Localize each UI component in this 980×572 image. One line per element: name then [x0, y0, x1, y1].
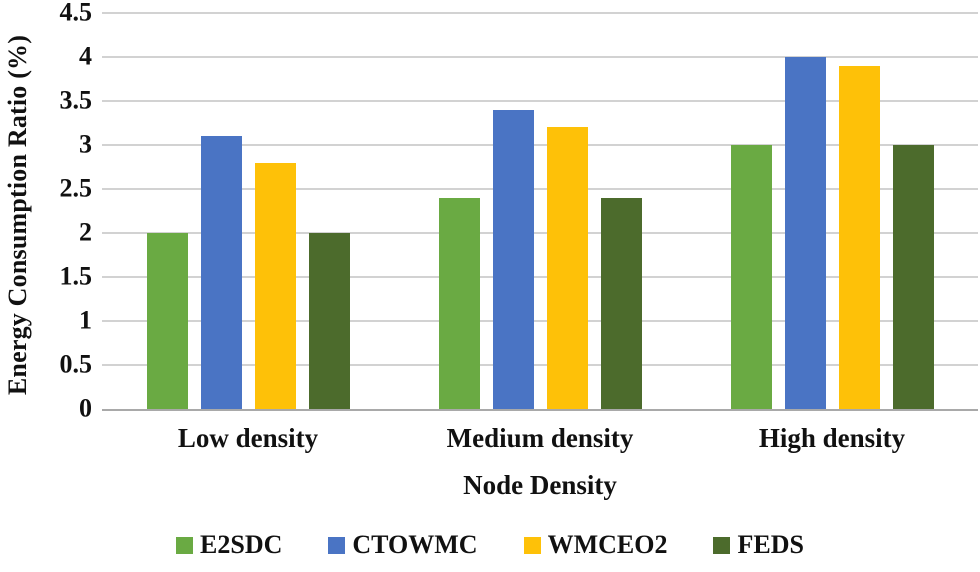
gridline: [102, 364, 978, 367]
legend-label: CTOWMC: [352, 530, 478, 559]
legend-swatch-icon: [523, 536, 541, 554]
legend-item-ctowmc: CTOWMC: [328, 530, 478, 560]
gridline: [102, 188, 978, 190]
bar-e2sdc-medium-density: [438, 197, 480, 409]
legend-item-feds: FEDS: [713, 530, 804, 560]
bar-groups: [102, 13, 978, 409]
legend-swatch-icon: [328, 536, 346, 554]
bar-ctowmc-medium-density: [492, 109, 534, 409]
y-axis-tick-labels: 0 0.5 1 1.5 2 2.5 3 3.5 4 4.5: [0, 0, 93, 421]
y-tick-label: 0.5: [59, 349, 93, 379]
gridline: [102, 56, 978, 59]
legend-label: E2SDC: [200, 530, 283, 559]
bar-wmceo2-low-density: [254, 162, 296, 409]
gridline: [102, 12, 978, 14]
y-tick-label: 3.5: [59, 85, 93, 115]
legend-label: FEDS: [737, 530, 804, 559]
gridline: [102, 232, 978, 235]
y-tick-label: 4: [79, 41, 92, 71]
bar-wmceo2-high-density: [838, 65, 880, 409]
y-tick-label: 2.5: [59, 173, 93, 203]
gridline: [102, 276, 978, 279]
category-label-high-density: High density: [758, 423, 906, 453]
bar-feds-low-density: [308, 233, 350, 409]
bar-group-high-density: [686, 13, 978, 409]
category-label-medium-density: Medium density: [446, 423, 634, 453]
x-axis-category-labels: Low density Medium density High density: [102, 423, 978, 454]
bar-ctowmc-high-density: [784, 57, 826, 409]
y-tick-label: 4.5: [59, 0, 93, 27]
bar-e2sdc-high-density: [730, 145, 772, 409]
gridline: [102, 100, 978, 102]
bar-e2sdc-low-density: [146, 233, 188, 409]
y-tick-label: 3: [79, 129, 92, 159]
gridline: [102, 320, 978, 323]
x-axis-title: Node Density: [463, 470, 617, 500]
plot-area: [102, 12, 978, 411]
bar-feds-high-density: [892, 145, 934, 409]
y-tick-label: 1: [79, 305, 92, 335]
category-label-low-density: Low density: [177, 423, 319, 453]
legend: E2SDC CTOWMC WMCEO2 FEDS: [0, 530, 980, 560]
gridline: [102, 144, 978, 147]
bar-ctowmc-low-density: [200, 136, 242, 409]
bar-group-low-density: [102, 13, 394, 409]
bar-group-medium-density: [394, 13, 686, 409]
legend-item-e2sdc: E2SDC: [176, 530, 282, 560]
legend-swatch-icon: [176, 536, 194, 554]
legend-swatch-icon: [713, 536, 731, 554]
y-tick-label: 1.5: [59, 261, 93, 291]
bar-feds-medium-density: [600, 197, 642, 409]
legend-label: WMCEO2: [547, 530, 668, 559]
y-tick-label: 2: [79, 217, 92, 247]
bar-wmceo2-medium-density: [546, 127, 588, 409]
y-tick-label: 0: [79, 393, 92, 423]
legend-item-wmceo2: WMCEO2: [523, 530, 668, 560]
